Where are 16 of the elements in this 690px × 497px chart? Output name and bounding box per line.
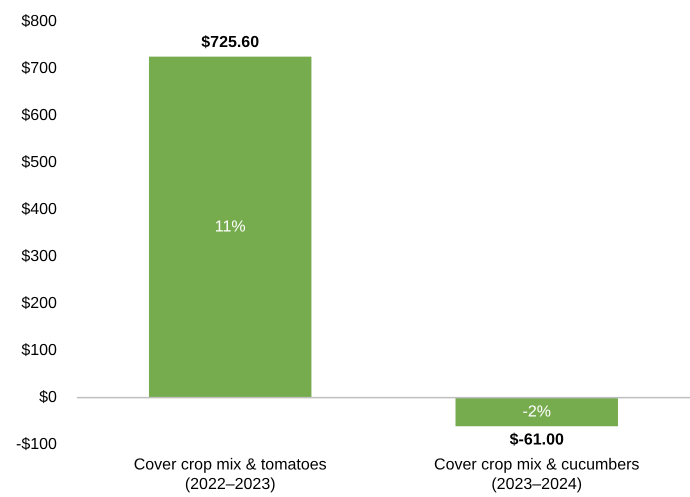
y-tick-label: $600 — [21, 107, 58, 124]
data-label: $725.60 — [201, 34, 260, 51]
y-tick-label: $200 — [21, 295, 58, 312]
y-tick-label: $700 — [21, 60, 58, 78]
y-tick-label: $800 — [21, 13, 58, 30]
y-tick-label: $100 — [21, 342, 58, 360]
x-tick-label: Cover crop mix & tomatoes (2022–2023) — [134, 456, 327, 493]
annotation: 11% — [214, 218, 246, 236]
y-tick-label: $0 — [39, 389, 58, 406]
data-label: $-61.00 — [510, 432, 564, 449]
annotation: -2% — [522, 403, 551, 420]
y-tick-label: $400 — [21, 201, 58, 218]
x-tick-label: Cover crop mix & cucumbers (2023–2024) — [434, 456, 640, 493]
y-tick-label: -$100 — [16, 436, 58, 454]
y-tick-label: $300 — [21, 248, 58, 266]
y-tick-label: $500 — [21, 154, 58, 172]
